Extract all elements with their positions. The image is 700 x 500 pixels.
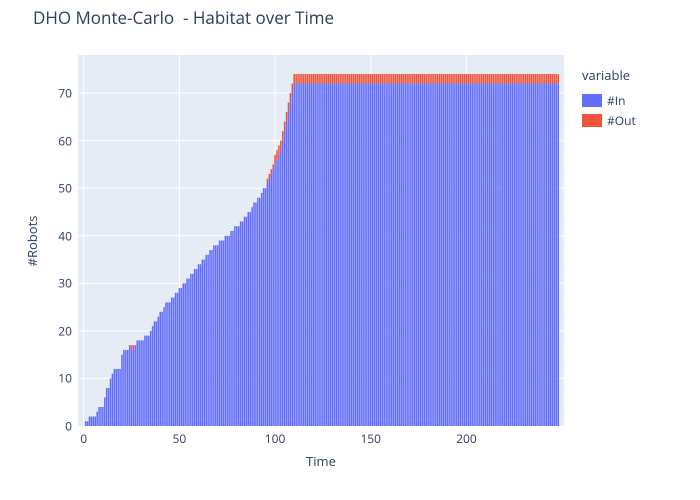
y-tick-label: 10 xyxy=(58,370,72,387)
chart-title: DHO Monte-Carlo - Habitat over Time xyxy=(33,6,334,29)
zero-tick-label: 0 xyxy=(65,418,72,435)
legend-item-out[interactable]: #Out xyxy=(582,110,642,130)
legend: variable #In #Out xyxy=(582,66,642,130)
x-tick-label: 150 xyxy=(360,430,381,447)
legend-label-out: #Out xyxy=(607,112,636,129)
legend-swatch-in xyxy=(582,94,602,107)
x-tick-label: 200 xyxy=(456,430,477,447)
y-axis-label: #Robots xyxy=(23,215,41,266)
chart-container: DHO Monte-Carlo - Habitat over Time vari… xyxy=(0,0,700,500)
x-tick-label: 0 xyxy=(80,430,87,447)
legend-title: variable xyxy=(582,66,642,84)
y-tick-label: 50 xyxy=(58,180,72,197)
y-tick-label: 20 xyxy=(58,322,72,339)
y-tick-label: 30 xyxy=(58,275,72,292)
y-tick-label: 60 xyxy=(58,132,72,149)
y-tick-label: 40 xyxy=(58,227,72,244)
plot-svg xyxy=(78,55,564,426)
x-tick-label: 50 xyxy=(173,430,187,447)
legend-label-in: #In xyxy=(607,92,625,109)
x-axis-label: Time xyxy=(306,452,336,470)
legend-swatch-out xyxy=(582,114,602,127)
legend-item-in[interactable]: #In xyxy=(582,90,642,110)
x-tick-label: 100 xyxy=(265,430,286,447)
y-tick-label: 70 xyxy=(58,85,72,102)
